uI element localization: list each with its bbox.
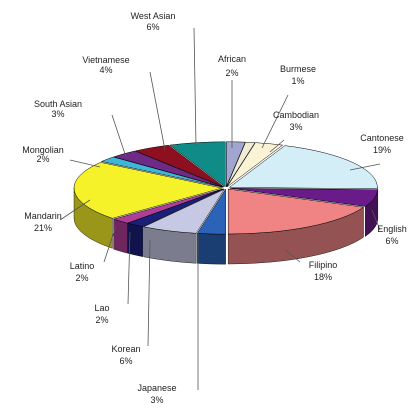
label-value-english: 6% — [385, 236, 398, 246]
leader-filipino — [284, 249, 301, 263]
pie-slices — [73, 141, 379, 235]
label-name-south-asian: South Asian — [34, 99, 82, 109]
slice-burmese — [226, 141, 256, 187]
slice-latino — [112, 188, 224, 224]
leader-mandarin — [59, 199, 91, 221]
slice-english — [229, 188, 379, 207]
leader-english — [371, 209, 381, 231]
slice-west-asian — [169, 141, 226, 188]
label-name-mandarin: Mandarin — [24, 211, 62, 221]
slice-filipino — [227, 188, 365, 235]
label-name-japanese: Japanese — [137, 383, 176, 393]
leader-cantonese — [349, 163, 381, 171]
label-name-burmese: Burmese — [280, 64, 316, 74]
label-value-filipino: 18% — [314, 272, 332, 282]
slice-japanese — [196, 188, 226, 235]
slice-mongolian — [100, 156, 223, 188]
label-name-african: African — [218, 54, 246, 64]
leader-mongolian — [69, 159, 101, 168]
slice-side-latino — [113, 218, 128, 254]
label-value-japanese: 3% — [150, 395, 163, 405]
leader-west-asian — [193, 27, 197, 147]
pie-sides — [73, 187, 379, 265]
label-value-lao: 2% — [95, 315, 108, 325]
leader-south-asian — [111, 114, 127, 158]
label-value-korean: 6% — [119, 356, 132, 366]
leader-lao — [127, 231, 131, 305]
label-value-cambodian: 3% — [289, 122, 302, 132]
label-name-latino: Latino — [70, 261, 95, 271]
slice-african — [226, 141, 246, 187]
label-value-african: 2% — [225, 68, 238, 78]
label-name-filipino: Filipino — [309, 260, 338, 270]
slice-side-japanese — [197, 233, 226, 265]
leader-vietnamese — [149, 71, 166, 151]
slice-south-asian — [112, 150, 224, 188]
label-name-cambodian: Cambodian — [273, 110, 319, 120]
label-value-cantonese: 19% — [373, 145, 391, 155]
label-name-lao: Lao — [94, 303, 109, 313]
label-name-english: English — [377, 224, 407, 234]
label-value-latino: 2% — [75, 273, 88, 283]
label-name-vietnamese: Vietnamese — [82, 55, 129, 65]
label-value-west-asian: 6% — [146, 22, 159, 32]
slice-mandarin — [73, 162, 223, 219]
slice-vietnamese — [134, 144, 225, 188]
slice-korean — [142, 188, 226, 234]
slice-cantonese — [228, 145, 378, 190]
slice-cambodian — [226, 142, 284, 188]
leader-burmese — [261, 94, 289, 149]
label-value-burmese: 1% — [291, 76, 304, 86]
label-value-mongolian: 2% — [36, 154, 49, 164]
label-name-cantonese: Cantonese — [360, 133, 404, 143]
leader-latino — [103, 225, 117, 263]
leader-korean — [147, 239, 151, 347]
slice-labels: African 2% Burmese 1% Cambodian 3% Cantonese 19… — [22, 11, 407, 405]
label-value-mandarin: 21% — [34, 223, 52, 233]
label-name-west-asian: West Asian — [131, 11, 176, 21]
label-value-south-asian: 3% — [51, 109, 64, 119]
label-leaders — [59, 27, 381, 390]
label-value-vietnamese: 4% — [99, 65, 112, 75]
label-name-mongolian: Mongolian — [22, 145, 64, 155]
label-name-korean: Korean — [111, 344, 140, 354]
leader-cambodian — [269, 139, 285, 153]
